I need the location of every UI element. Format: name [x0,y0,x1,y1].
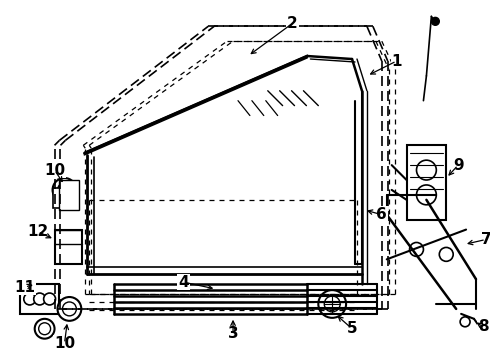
Circle shape [57,183,72,197]
Circle shape [62,302,76,316]
Text: 11: 11 [14,280,35,294]
Bar [20,284,59,314]
Circle shape [460,317,470,327]
Circle shape [318,290,346,318]
Text: 8: 8 [478,319,488,334]
Circle shape [57,297,81,321]
Circle shape [44,293,55,305]
Circle shape [39,323,50,335]
Circle shape [410,243,423,256]
Circle shape [324,296,340,312]
Text: 2: 2 [287,16,298,31]
Text: 12: 12 [27,224,49,239]
Polygon shape [407,145,446,220]
Circle shape [416,185,436,205]
Text: 1: 1 [392,54,402,68]
Circle shape [431,17,440,25]
Bar [59,180,79,210]
Text: 9: 9 [453,158,464,173]
Circle shape [52,178,76,202]
Circle shape [34,293,46,305]
Circle shape [24,293,36,305]
Circle shape [440,247,453,261]
Text: 6: 6 [376,207,387,222]
Text: 5: 5 [347,321,357,336]
Text: 4: 4 [178,275,189,290]
Text: 10: 10 [44,163,65,177]
Bar [54,230,82,264]
Bar [52,188,77,208]
Text: 3: 3 [228,326,238,341]
Text: 10: 10 [54,336,75,351]
Circle shape [416,160,436,180]
Text: 7: 7 [481,232,490,247]
Circle shape [35,319,54,339]
